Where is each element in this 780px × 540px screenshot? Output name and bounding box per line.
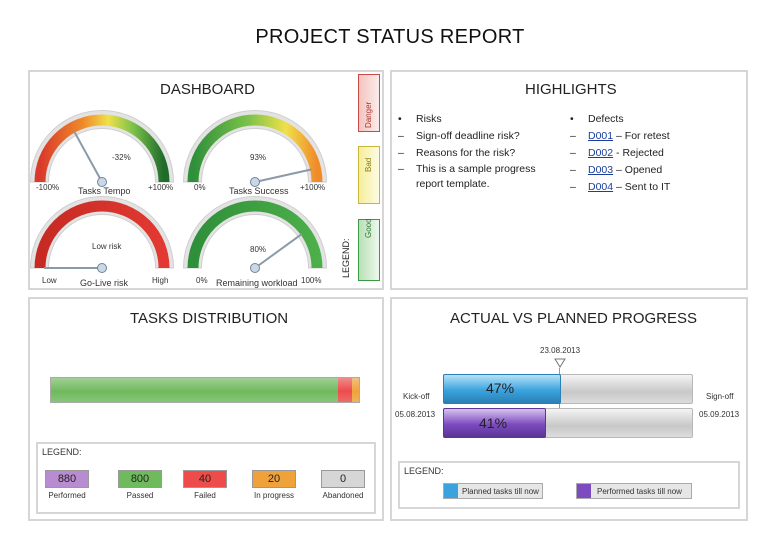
risk-item: This is a sample progress report templat…: [416, 163, 536, 190]
tasks-stacked-bar: [50, 377, 360, 403]
tasks-legend-label: LEGEND:: [42, 447, 82, 457]
legend-performed-label: Performed tasks till now: [597, 487, 682, 496]
dashboard-title: DASHBOARD: [160, 81, 256, 98]
legend-danger-label: Danger: [364, 101, 373, 128]
legend-performed-swatch: [576, 483, 692, 499]
defect-status: - Rejected: [616, 147, 664, 159]
defect-link-d002[interactable]: D002: [588, 147, 614, 159]
today-date-label: 23.08.2013: [540, 346, 581, 355]
performed-fill: [443, 408, 546, 438]
defect-status: – Opened: [616, 164, 663, 176]
gauge-arc: [187, 114, 323, 183]
gauge-success-max: +100%: [300, 183, 326, 192]
defect-link-d001[interactable]: D001: [588, 130, 614, 142]
progress-title: ACTUAL VS PLANNED PROGRESS: [450, 310, 698, 327]
gauge-golive-min: Low: [42, 276, 57, 285]
tasks-distribution-title: TASKS DISTRIBUTION: [130, 310, 289, 327]
dash: –: [398, 163, 404, 175]
legend-chip-in-progress: 20: [252, 470, 296, 488]
dash: –: [570, 147, 576, 159]
gauge-success-value: 93%: [250, 153, 267, 162]
legend-bad-swatch: [358, 146, 380, 204]
gauge-tempo-value: -32%: [112, 153, 131, 162]
bullet: •: [570, 113, 574, 125]
legend-bad-label: Bad: [364, 157, 373, 172]
gauge-success-name: Tasks Success: [229, 186, 289, 196]
defect-link-d003[interactable]: D003: [588, 164, 614, 176]
report-title: PROJECT STATUS REPORT: [255, 26, 525, 48]
gauge-needle: [254, 168, 312, 183]
gauge-tempo-min: -100%: [36, 183, 60, 192]
gauge-arc: [34, 114, 170, 183]
legend-chip-label: Failed: [194, 491, 216, 500]
gauge-success-min: 0%: [194, 183, 206, 192]
performed-percent: 41%: [479, 415, 508, 431]
defect-status: – For retest: [616, 130, 670, 142]
signoff-label: Sign-off: [706, 392, 734, 401]
risks-list: • Risks – Sign-off deadline risk? – Reasons…: [398, 111, 548, 192]
gauge-golive-max: High: [152, 276, 169, 285]
gauges-area: [30, 110, 328, 273]
defect-status: – Sent to IT: [616, 181, 671, 193]
gauge-hub: [250, 263, 260, 273]
gauge-workload-name: Remaining workload: [216, 278, 298, 288]
dash: –: [570, 130, 576, 142]
dashboard-legend-label: LEGEND:: [341, 238, 351, 278]
gauge-needle: [254, 233, 303, 269]
planned-fill: [443, 374, 561, 404]
legend-good-label: Good: [364, 218, 373, 238]
end-date-label: 05.09.2013: [699, 410, 740, 419]
dashboard-legend-strip: [358, 74, 380, 287]
risk-item: Reasons for the risk?: [416, 147, 516, 159]
highlights-title: HIGHLIGHTS: [525, 81, 617, 98]
gauge-hub: [250, 177, 260, 187]
gauge-tempo-max: +100%: [148, 183, 174, 192]
legend-chip-label: Abandoned: [322, 491, 364, 500]
gauge-needle: [73, 130, 103, 183]
gauge-golive-name: Go-Live risk: [80, 278, 129, 288]
legend-good-swatch: [358, 219, 380, 281]
dash: –: [570, 181, 576, 193]
legend-chip-failed: 40: [183, 470, 227, 488]
start-date-label: 05.08.2013: [395, 410, 436, 419]
risks-heading: Risks: [416, 113, 442, 125]
legend-chip-label: Performed: [48, 491, 86, 500]
gauge-golive-value: Low risk: [92, 242, 122, 251]
defects-heading: Defects: [588, 113, 624, 125]
defects-list: • Defects – D001 – For retest – D002 - Reje…: [570, 111, 740, 196]
dash: –: [398, 130, 404, 142]
legend-danger-swatch: [358, 74, 380, 132]
progress-legend-label: LEGEND:: [404, 466, 444, 476]
gauge-workload-min: 0%: [196, 276, 208, 285]
gauge-arc: [187, 200, 323, 269]
legend-planned-label: Planned tasks till now: [462, 487, 539, 496]
in-progress-segment: [351, 378, 359, 402]
gauge-arc: [34, 200, 170, 269]
gauge-hub: [97, 263, 107, 273]
passed-segment: [51, 378, 338, 402]
highlights-panel: [390, 70, 748, 290]
gauge-workload-value: 80%: [250, 245, 267, 254]
defect-link-d004[interactable]: D004: [588, 181, 614, 193]
legend-chip-passed: 800: [118, 470, 162, 488]
gauge-workload-max: 100%: [301, 276, 322, 285]
dash: –: [570, 164, 576, 176]
bullet: •: [398, 113, 402, 125]
dash: –: [398, 147, 404, 159]
legend-chip-performed: 880: [45, 470, 89, 488]
planned-percent: 47%: [486, 380, 515, 396]
failed-segment: [337, 378, 352, 402]
risk-item: Sign-off deadline risk?: [416, 130, 520, 142]
legend-planned-swatch: [443, 483, 543, 499]
legend-chip-label: In progress: [253, 491, 295, 500]
kickoff-label: Kick-off: [403, 392, 430, 401]
gauge-tempo-name: Tasks Tempo: [78, 186, 131, 196]
legend-chip-abandoned: 0: [321, 470, 365, 488]
legend-chip-label: Passed: [126, 491, 154, 500]
today-marker-icon: [554, 358, 566, 368]
gauge-hub: [97, 177, 107, 187]
